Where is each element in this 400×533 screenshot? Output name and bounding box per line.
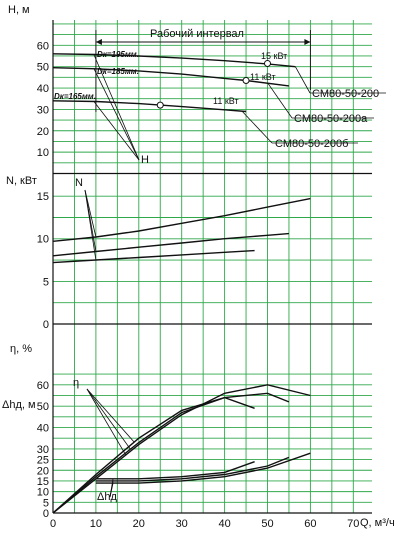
callout-eta-leader-3: [86, 388, 135, 443]
duty-point-2: [242, 77, 250, 85]
power-y-tick-label: 5: [43, 276, 49, 288]
series-name-1: СМ80-50-200: [312, 88, 379, 100]
npsh-y-tick-label: 10: [37, 487, 49, 499]
grid: [53, 20, 372, 513]
x-axis-label: Q, м³/ч: [360, 517, 395, 529]
callout-h: H: [141, 154, 149, 166]
power-y-tick-label: 10: [37, 234, 49, 246]
callout-eta-leader-2: [86, 388, 131, 450]
callout-n: N: [75, 177, 83, 189]
impeller-label-3: Dк=165мм.: [54, 92, 96, 101]
callout-eta: η: [73, 377, 79, 389]
efficiency-y-tick-label: 50: [37, 401, 49, 413]
head-y-tick-label: 30: [37, 104, 49, 116]
power-y-tick-label: 15: [37, 191, 49, 203]
x-tick-label: 20: [133, 518, 145, 530]
callout-eta-leader-1: [86, 388, 127, 456]
npsh-y-tick-label: 0: [43, 508, 49, 520]
npsh-y-tick-label: 30: [37, 444, 49, 456]
power-y-tick-label: 0: [43, 319, 49, 331]
efficiency-curve-3: [52, 396, 255, 514]
power-mark-1: 15 кВт: [261, 51, 287, 61]
series-name-2: СМ80-50-200а: [294, 113, 368, 125]
power-mark-2: 11 кВт: [250, 72, 276, 82]
duty-point-3: [156, 101, 164, 109]
npsh-curve-1: [95, 452, 311, 484]
work-interval-label: Рабочий интервал: [150, 28, 244, 40]
axes: 0 10 20 30 40 50 60 701020304050600510154050600…: [37, 20, 372, 530]
x-tick-label: 70: [347, 518, 359, 530]
efficiency-curve-2: [52, 392, 290, 514]
head-ylabel: H, м: [8, 4, 30, 16]
impeller-label-1: Dк=195мм.: [97, 50, 139, 59]
x-tick-label: 60: [304, 518, 316, 530]
series-leader-3: [241, 110, 273, 144]
npsh-y-tick-label: 25: [37, 455, 49, 467]
series-name-3: СМ80-50-200б: [275, 138, 348, 150]
npsh-y-tick-label: 15: [37, 476, 49, 488]
callout-dh: Δhд: [97, 491, 117, 503]
power-curve-2: [52, 232, 289, 257]
labels: H, м N, кВт η, % Δhд, м Q, м³/ч Рабочий …: [2, 4, 395, 529]
x-tick-label: 0: [50, 518, 56, 530]
power-curve-3: [52, 249, 255, 264]
efficiency-y-tick-label: 40: [37, 423, 49, 435]
x-tick-label: 10: [90, 518, 102, 530]
callout-h-leader-2: [93, 68, 140, 161]
power-ylabel: N, кВт: [6, 175, 37, 187]
curves: [52, 30, 386, 514]
head-y-tick-label: 20: [37, 126, 49, 138]
efficiency-y-tick-label: 60: [37, 380, 49, 392]
head-y-tick-label: 10: [37, 147, 49, 159]
callout-n-leader-1: [84, 189, 97, 238]
npsh-y-tick-label: 5: [43, 497, 49, 509]
head-y-tick-label: 60: [37, 40, 49, 52]
npsh-y-tick-label: 20: [37, 465, 49, 477]
callout-n-leader-3: [84, 189, 97, 261]
x-tick-label: 30: [176, 518, 188, 530]
callout-h-leader-1: [93, 54, 140, 161]
efficiency-ylabel: η, %: [10, 343, 32, 355]
x-tick-label: 50: [261, 518, 273, 530]
power-curve-1: [52, 197, 311, 242]
callout-dh-leader-3: [109, 478, 114, 498]
series-leader-2: [267, 82, 293, 119]
impeller-label-2: Dк=185мм.: [97, 67, 139, 76]
head-y-tick-label: 50: [37, 62, 49, 74]
duty-point-1: [264, 59, 271, 67]
callout-h-leader-3: [93, 101, 140, 161]
npsh-curve-2: [95, 456, 290, 482]
head-y-tick-label: 40: [37, 83, 49, 95]
npsh-curve-3: [95, 461, 255, 480]
power-mark-3: 11 кВт: [213, 96, 239, 106]
x-tick-label: 40: [218, 518, 230, 530]
npsh-ylabel: Δhд, м: [2, 399, 36, 411]
series-leader-1: [295, 66, 311, 94]
